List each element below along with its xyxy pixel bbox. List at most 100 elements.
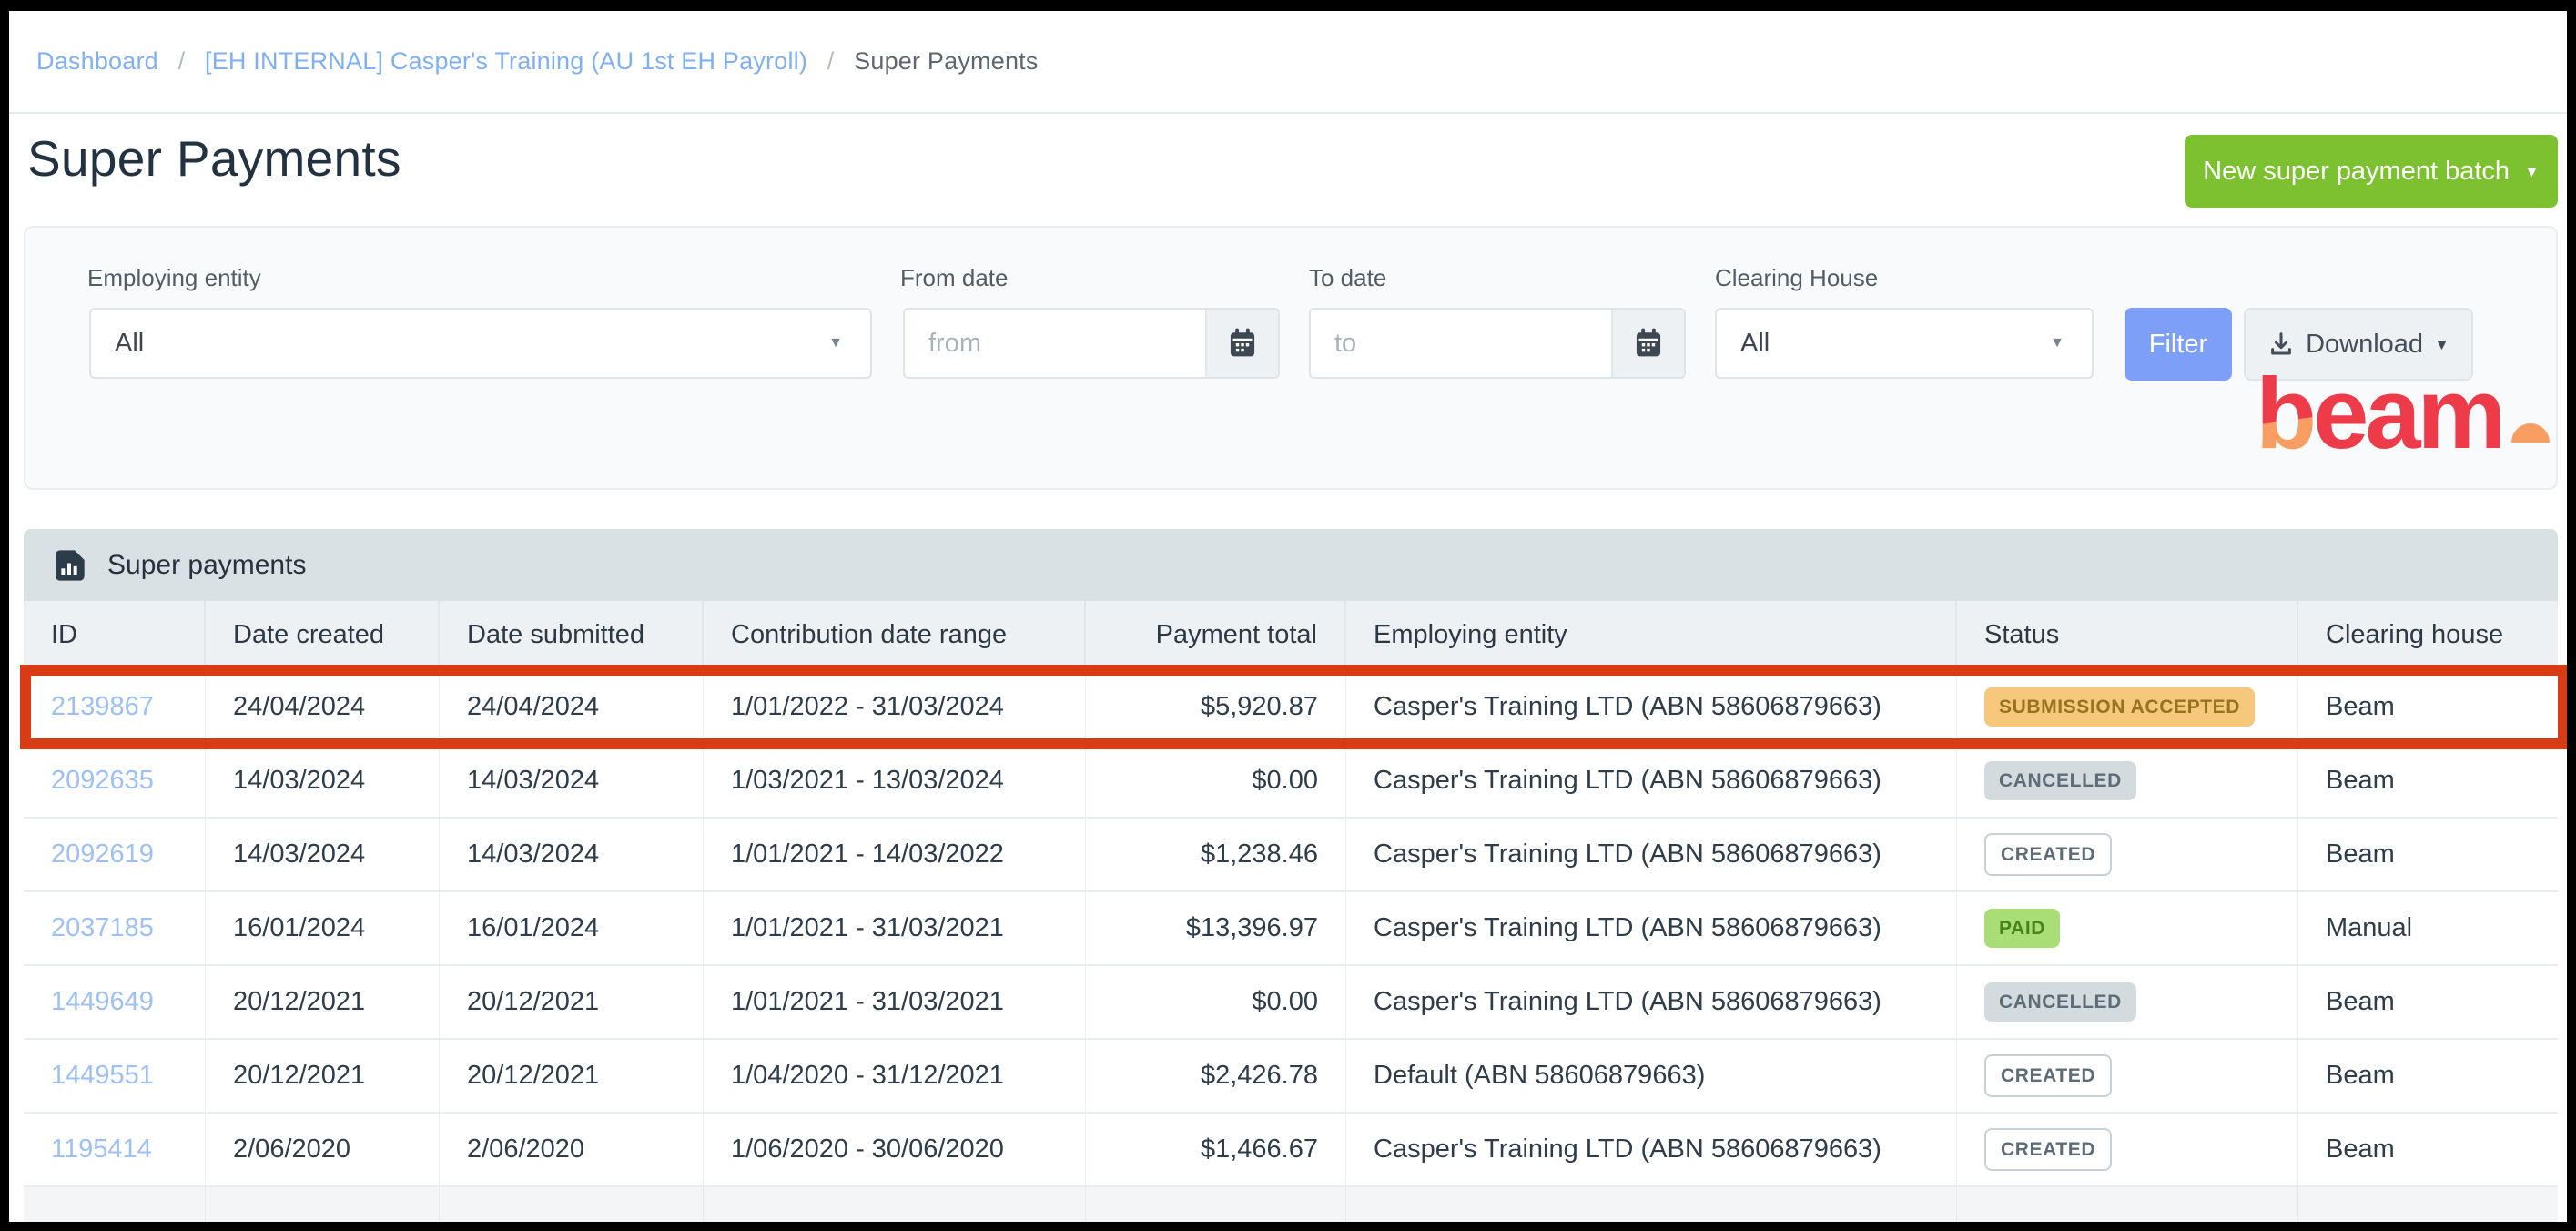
contribution-date-range-cell: 1/06/2020 - 30/06/2020 xyxy=(704,1114,1086,1185)
status-badge: CREATED xyxy=(1984,1128,2112,1171)
date-created-cell: 20/12/2021 xyxy=(206,1040,440,1112)
status-badge: CREATED xyxy=(1984,1054,2112,1097)
payment-id-link[interactable]: 1449551 xyxy=(51,1061,154,1091)
column-header-payment-total: Payment total xyxy=(1086,601,1346,669)
employing-entity-value: All xyxy=(115,329,144,359)
payment-id-link[interactable]: 2092619 xyxy=(51,839,154,870)
column-header-id: ID xyxy=(24,601,206,669)
chevron-down-icon: ▼ xyxy=(2434,337,2449,352)
employing-entity-cell: Casper's Training LTD (ABN 58606879663) xyxy=(1346,745,1957,817)
payment-id-link[interactable]: 2139867 xyxy=(51,692,154,722)
chevron-down-icon: ▼ xyxy=(2524,164,2540,179)
date-created-cell: 14/03/2024 xyxy=(206,819,440,890)
date-submitted-cell: 24/04/2024 xyxy=(440,671,704,743)
column-header-date-created: Date created xyxy=(206,601,440,669)
beam-logo-eam: eam xyxy=(2313,364,2502,464)
calendar-icon xyxy=(1228,328,1257,359)
employing-entity-cell: Casper's Training LTD (ABN 58606879663) xyxy=(1346,819,1957,890)
table-row: 1449649 20/12/2021 20/12/2021 1/01/2021 … xyxy=(24,966,2558,1040)
clearing-house-cell: Beam xyxy=(2298,745,2558,817)
breadcrumb-bar: Dashboard / [EH INTERNAL] Casper's Train… xyxy=(9,11,2567,114)
to-date-input[interactable] xyxy=(1311,310,1611,377)
payment-total-cell: $2,426.78 xyxy=(1086,1040,1346,1112)
payment-total-cell: $1,466.67 xyxy=(1086,1114,1346,1185)
date-submitted-cell: 20/12/2021 xyxy=(440,1040,704,1112)
to-date-group xyxy=(1309,308,1686,379)
payment-id-link[interactable]: 2092635 xyxy=(51,766,154,796)
payment-id-link[interactable]: 2037185 xyxy=(51,913,154,943)
breadcrumb: Dashboard / [EH INTERNAL] Casper's Train… xyxy=(36,47,1039,76)
clearing-house-cell: Beam xyxy=(2298,1114,2558,1185)
table-row: 2139867 24/04/2024 24/04/2024 1/01/2022 … xyxy=(24,671,2558,745)
table-row: 1195414 2/06/2020 2/06/2020 1/06/2020 - … xyxy=(24,1114,2558,1187)
payment-id-link[interactable]: 1449649 xyxy=(51,987,154,1017)
date-created-cell: 14/03/2024 xyxy=(206,745,440,817)
date-submitted-cell: 14/03/2024 xyxy=(440,745,704,817)
new-super-payment-batch-button[interactable]: New super payment batch ▼ xyxy=(2185,135,2558,208)
from-date-calendar-button[interactable] xyxy=(1205,310,1278,377)
employing-entity-cell: Casper's Training LTD (ABN 58606879663) xyxy=(1346,671,1957,743)
chevron-down-icon: ▼ xyxy=(828,336,843,351)
breadcrumb-org[interactable]: [EH INTERNAL] Casper's Training (AU 1st … xyxy=(205,47,807,75)
new-super-payment-batch-label: New super payment batch xyxy=(2203,157,2510,187)
employing-entity-select[interactable]: All ▼ xyxy=(89,308,872,379)
beam-logo-dot xyxy=(2511,423,2550,443)
clearing-house-select[interactable]: All ▼ xyxy=(1715,308,2094,379)
from-date-group xyxy=(903,308,1280,379)
column-header-status: Status xyxy=(1957,601,2298,669)
status-badge: PAID xyxy=(1984,909,2060,948)
super-payments-panel-header: Super payments xyxy=(24,529,2558,601)
table-row: 2092635 14/03/2024 14/03/2024 1/03/2021 … xyxy=(24,745,2558,819)
screenshot-frame: Dashboard / [EH INTERNAL] Casper's Train… xyxy=(0,0,2576,1231)
contribution-date-range-cell: 1/01/2021 - 31/03/2021 xyxy=(704,892,1086,964)
payment-total-cell: $0.00 xyxy=(1086,966,1346,1038)
download-icon xyxy=(2267,331,2295,358)
column-header-contribution-date-range: Contribution date range xyxy=(704,601,1086,669)
to-date-calendar-button[interactable] xyxy=(1611,310,1684,377)
super-payments-panel: Super payments IDDate createdDate submit… xyxy=(24,529,2558,1222)
beam-logo-b: b xyxy=(2256,364,2313,464)
column-header-date-submitted: Date submitted xyxy=(440,601,704,669)
employing-entity-cell: Casper's Training LTD (ABN 58606879663) xyxy=(1346,966,1957,1038)
from-date-label: From date xyxy=(900,264,1009,292)
from-date-input[interactable] xyxy=(905,310,1205,377)
payment-id-link[interactable]: 1195414 xyxy=(51,1134,152,1165)
table-row: 1449551 20/12/2021 20/12/2021 1/04/2020 … xyxy=(24,1040,2558,1114)
payment-total-cell: $13,396.97 xyxy=(1086,892,1346,964)
super-payments-page: Dashboard / [EH INTERNAL] Casper's Train… xyxy=(9,11,2567,1222)
date-created-cell: 24/04/2024 xyxy=(206,671,440,743)
payment-total-cell: $5,920.87 xyxy=(1086,671,1346,743)
employing-entity-label: Employing entity xyxy=(87,264,261,292)
filter-button[interactable]: Filter xyxy=(2125,308,2232,381)
table-row: 2037185 16/01/2024 16/01/2024 1/01/2021 … xyxy=(24,892,2558,966)
date-created-cell: 2/06/2020 xyxy=(206,1114,440,1185)
status-badge: CANCELLED xyxy=(1984,761,2136,800)
to-date-label: To date xyxy=(1309,264,1386,292)
table-body: 2139867 24/04/2024 24/04/2024 1/01/2022 … xyxy=(24,671,2558,1187)
date-created-cell: 16/01/2024 xyxy=(206,892,440,964)
table-row: 2092619 14/03/2024 14/03/2024 1/01/2021 … xyxy=(24,819,2558,892)
panel-title: Super payments xyxy=(107,550,306,581)
date-submitted-cell: 16/01/2024 xyxy=(440,892,704,964)
contribution-date-range-cell: 1/04/2020 - 31/12/2021 xyxy=(704,1040,1086,1112)
contribution-date-range-cell: 1/01/2021 - 14/03/2022 xyxy=(704,819,1086,890)
download-label: Download xyxy=(2306,330,2423,360)
status-badge: SUBMISSION ACCEPTED xyxy=(1984,687,2255,727)
breadcrumb-dashboard[interactable]: Dashboard xyxy=(36,47,158,75)
partial-next-row xyxy=(24,1187,2558,1222)
column-header-clearing-house: Clearing house xyxy=(2298,601,2558,669)
employing-entity-cell: Casper's Training LTD (ABN 58606879663) xyxy=(1346,892,1957,964)
date-submitted-cell: 20/12/2021 xyxy=(440,966,704,1038)
breadcrumb-separator: / xyxy=(827,47,835,75)
column-header-employing-entity: Employing entity xyxy=(1346,601,1957,669)
clearing-house-value: All xyxy=(1740,329,1770,359)
date-submitted-cell: 14/03/2024 xyxy=(440,819,704,890)
date-created-cell: 20/12/2021 xyxy=(206,966,440,1038)
clearing-house-cell: Beam xyxy=(2298,819,2558,890)
beam-logo: beam xyxy=(2256,364,2550,464)
contribution-date-range-cell: 1/01/2022 - 31/03/2024 xyxy=(704,671,1086,743)
status-badge: CREATED xyxy=(1984,833,2112,876)
contribution-date-range-cell: 1/03/2021 - 13/03/2024 xyxy=(704,745,1086,817)
table-header-row: IDDate createdDate submittedContribution… xyxy=(24,601,2558,671)
date-submitted-cell: 2/06/2020 xyxy=(440,1114,704,1185)
